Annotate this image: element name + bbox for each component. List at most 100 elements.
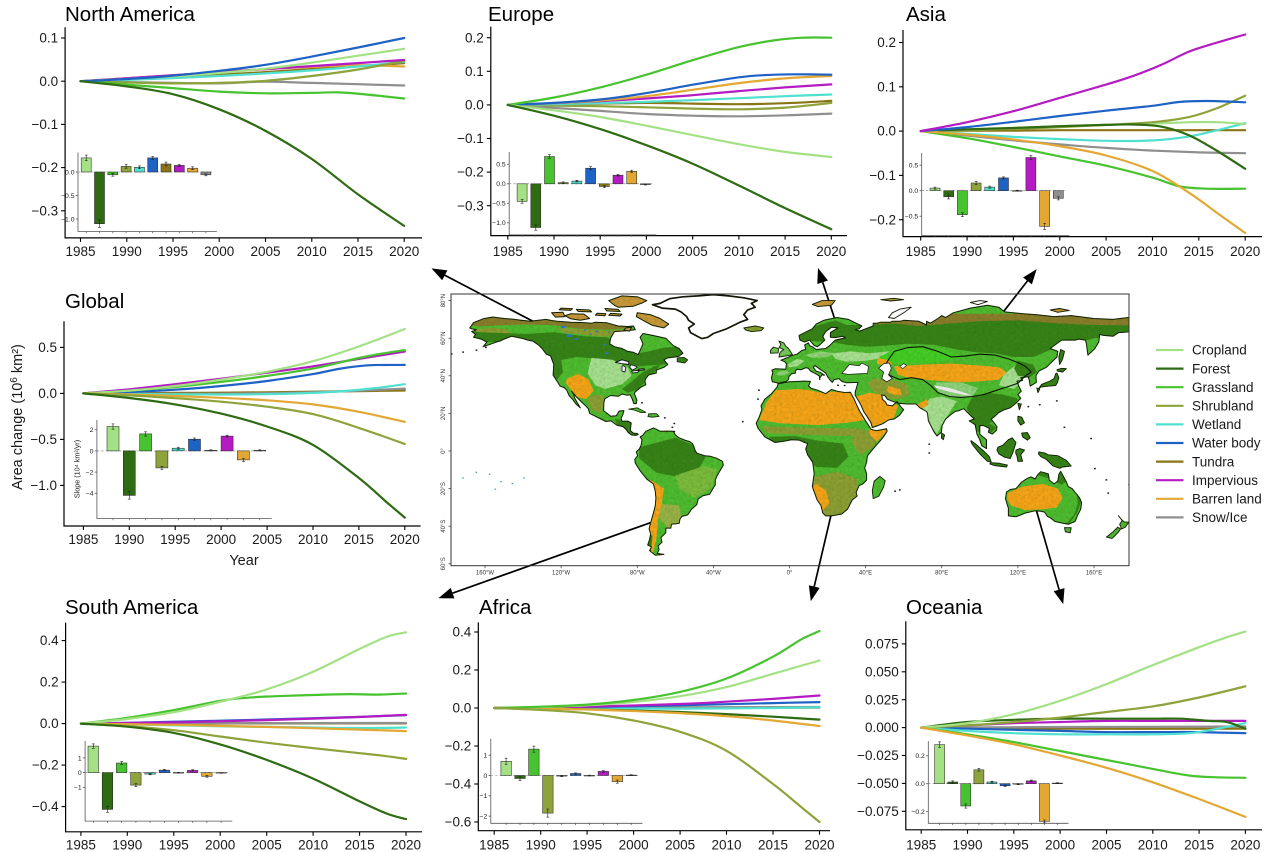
svg-text:0.000: 0.000: [865, 720, 899, 735]
svg-text:2020: 2020: [1230, 838, 1260, 852]
svg-text:−1: −1: [480, 793, 488, 800]
svg-text:North America: North America: [65, 3, 195, 26]
svg-text:1985: 1985: [65, 244, 95, 259]
svg-text:2005: 2005: [665, 838, 695, 852]
svg-text:1995: 1995: [585, 244, 615, 259]
svg-text:40°E: 40°E: [859, 571, 872, 577]
svg-text:0.4: 0.4: [40, 633, 59, 648]
svg-text:2000: 2000: [205, 838, 235, 852]
svg-text:2015: 2015: [344, 532, 374, 547]
svg-text:−0.050: −0.050: [857, 776, 899, 791]
svg-text:2005: 2005: [1091, 244, 1121, 259]
svg-text:2015: 2015: [343, 244, 373, 259]
svg-text:−4: −4: [86, 491, 94, 498]
svg-text:0.2: 0.2: [915, 753, 925, 760]
svg-text:−0.5: −0.5: [30, 432, 57, 447]
svg-text:Barren land: Barren land: [1192, 492, 1262, 507]
svg-text:0.2: 0.2: [453, 663, 472, 678]
svg-text:Year: Year: [229, 553, 258, 569]
svg-text:0.0: 0.0: [39, 74, 58, 89]
svg-text:2015: 2015: [1184, 838, 1214, 852]
svg-text:2005: 2005: [250, 244, 280, 259]
svg-text:2015: 2015: [1184, 244, 1214, 259]
svg-text:Grassland: Grassland: [1192, 380, 1254, 395]
svg-text:0.0: 0.0: [38, 386, 57, 401]
svg-text:Impervious: Impervious: [1192, 473, 1258, 488]
svg-text:60°N: 60°N: [441, 331, 447, 344]
svg-text:2020: 2020: [391, 838, 421, 852]
svg-text:0.0: 0.0: [915, 781, 925, 788]
svg-text:−0.5: −0.5: [492, 201, 506, 208]
svg-text:0: 0: [78, 770, 82, 777]
svg-text:−0.2: −0.2: [457, 165, 484, 180]
svg-text:0.0: 0.0: [65, 169, 75, 176]
svg-text:2010: 2010: [298, 838, 328, 852]
svg-text:1985: 1985: [906, 838, 936, 852]
svg-text:2010: 2010: [298, 532, 328, 547]
svg-text:−2: −2: [86, 470, 94, 477]
svg-text:Snow/Ice: Snow/Ice: [1192, 510, 1248, 525]
svg-text:1990: 1990: [952, 244, 982, 259]
svg-text:2005: 2005: [252, 532, 282, 547]
svg-text:Tundra: Tundra: [1192, 454, 1235, 469]
svg-text:−1: −1: [74, 785, 82, 792]
svg-text:0.5: 0.5: [909, 163, 919, 170]
svg-text:2010: 2010: [1137, 244, 1167, 259]
svg-text:2020: 2020: [804, 838, 834, 852]
svg-text:Forest: Forest: [1192, 361, 1231, 376]
svg-text:2005: 2005: [252, 838, 282, 852]
svg-text:1990: 1990: [539, 244, 569, 259]
svg-text:1: 1: [484, 753, 488, 760]
svg-text:0°: 0°: [787, 571, 793, 577]
svg-text:1985: 1985: [68, 532, 98, 547]
svg-text:0.0: 0.0: [496, 181, 506, 188]
svg-text:−0.2: −0.2: [445, 739, 472, 754]
svg-text:160°E: 160°E: [1086, 571, 1102, 577]
svg-text:2020: 2020: [390, 532, 420, 547]
svg-text:−0.3: −0.3: [31, 203, 58, 218]
svg-text:−0.2: −0.2: [869, 212, 896, 227]
svg-text:2005: 2005: [1091, 838, 1121, 852]
svg-text:1990: 1990: [112, 244, 142, 259]
svg-text:0.5: 0.5: [38, 340, 57, 355]
svg-text:−0.4: −0.4: [445, 777, 472, 792]
svg-text:Water body: Water body: [1192, 436, 1261, 451]
svg-text:Slope (10⁴ km²/yr): Slope (10⁴ km²/yr): [73, 440, 82, 498]
svg-text:2010: 2010: [711, 838, 741, 852]
svg-text:2015: 2015: [345, 838, 375, 852]
svg-text:1990: 1990: [526, 838, 556, 852]
svg-text:2020: 2020: [816, 244, 846, 259]
svg-text:−0.5: −0.5: [905, 214, 919, 221]
svg-text:20°N: 20°N: [441, 407, 447, 420]
svg-text:0.0: 0.0: [909, 188, 919, 195]
svg-text:0.025: 0.025: [865, 692, 899, 707]
svg-text:120°W: 120°W: [552, 571, 570, 577]
svg-text:1995: 1995: [998, 244, 1028, 259]
svg-text:−0.2: −0.2: [32, 758, 59, 773]
svg-text:40°W: 40°W: [706, 571, 721, 577]
svg-text:1995: 1995: [159, 838, 189, 852]
svg-text:0.0: 0.0: [453, 701, 472, 716]
svg-text:0: 0: [90, 448, 94, 455]
svg-text:−0.2: −0.2: [31, 160, 58, 175]
svg-text:2010: 2010: [1138, 838, 1168, 852]
svg-text:−0.3: −0.3: [457, 198, 484, 213]
svg-text:0.1: 0.1: [465, 64, 484, 79]
svg-text:0.2: 0.2: [877, 35, 896, 50]
svg-text:0.0: 0.0: [877, 124, 896, 139]
svg-text:1985: 1985: [479, 838, 509, 852]
svg-text:1: 1: [78, 755, 82, 762]
svg-text:Wetland: Wetland: [1192, 417, 1241, 432]
svg-text:80°E: 80°E: [935, 571, 948, 577]
svg-text:2020: 2020: [389, 244, 419, 259]
svg-text:1995: 1995: [160, 532, 190, 547]
svg-text:2005: 2005: [678, 244, 708, 259]
svg-text:−1.0: −1.0: [30, 478, 57, 493]
svg-text:0.050: 0.050: [865, 664, 899, 679]
svg-text:2010: 2010: [297, 244, 327, 259]
svg-text:2020: 2020: [1230, 244, 1260, 259]
svg-text:160°W: 160°W: [476, 571, 494, 577]
svg-text:−0.1: −0.1: [869, 168, 896, 183]
svg-text:1985: 1985: [493, 244, 523, 259]
svg-text:−2: −2: [480, 814, 488, 821]
